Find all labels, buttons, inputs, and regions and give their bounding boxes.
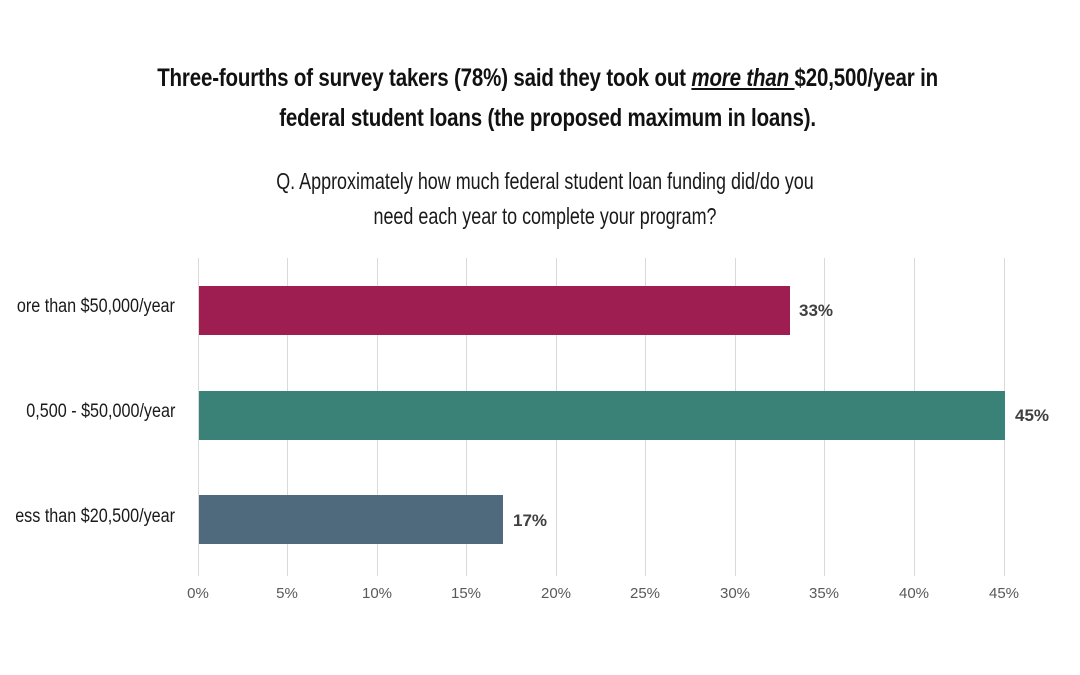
bar-more-than-50000 xyxy=(199,286,790,335)
x-tick-label: 5% xyxy=(276,585,298,602)
chart-title-line-2: federal student loans (the proposed maxi… xyxy=(279,104,816,132)
x-tick-label: 10% xyxy=(361,585,393,602)
category-label-less-than-20500: ess than $20,500/year xyxy=(15,506,175,527)
x-tick-label: 45% xyxy=(988,585,1020,602)
data-label-20500-to-50000: 45% xyxy=(1015,406,1050,425)
chart-title: Three-fourths of survey takers (78%) sai… xyxy=(99,58,997,138)
chart-title-line-1: Three-fourths of survey takers (78%) sai… xyxy=(157,64,938,92)
x-tick-label: 0% xyxy=(187,585,209,602)
bar-20500-to-50000 xyxy=(199,391,1005,440)
title-emphasis: more than xyxy=(691,64,795,92)
category-label-20500-to-50000: 0,500 - $50,000/year xyxy=(25,401,175,422)
x-tick-label: 30% xyxy=(719,585,751,602)
data-label-less-than-20500: 17% xyxy=(513,511,548,530)
x-tick-label: 40% xyxy=(898,585,930,602)
x-tick-label: 15% xyxy=(450,585,482,602)
gridline xyxy=(198,258,199,576)
bar-less-than-20500 xyxy=(199,495,503,544)
subtitle-line-2: need each year to complete your program? xyxy=(373,203,717,229)
x-tick-label: 5 xyxy=(1063,585,1080,602)
x-tick-label: 35% xyxy=(808,585,840,602)
category-label-more-than-50000: ore than $50,000/year xyxy=(16,296,175,317)
chart-subtitle: Q. Approximately how much federal studen… xyxy=(120,164,970,234)
x-tick-label: 20% xyxy=(540,585,572,602)
x-tick-label: 25% xyxy=(629,585,661,602)
subtitle-line-1: Q. Approximately how much federal studen… xyxy=(276,168,814,194)
data-label-more-than-50000: 33% xyxy=(799,301,834,320)
